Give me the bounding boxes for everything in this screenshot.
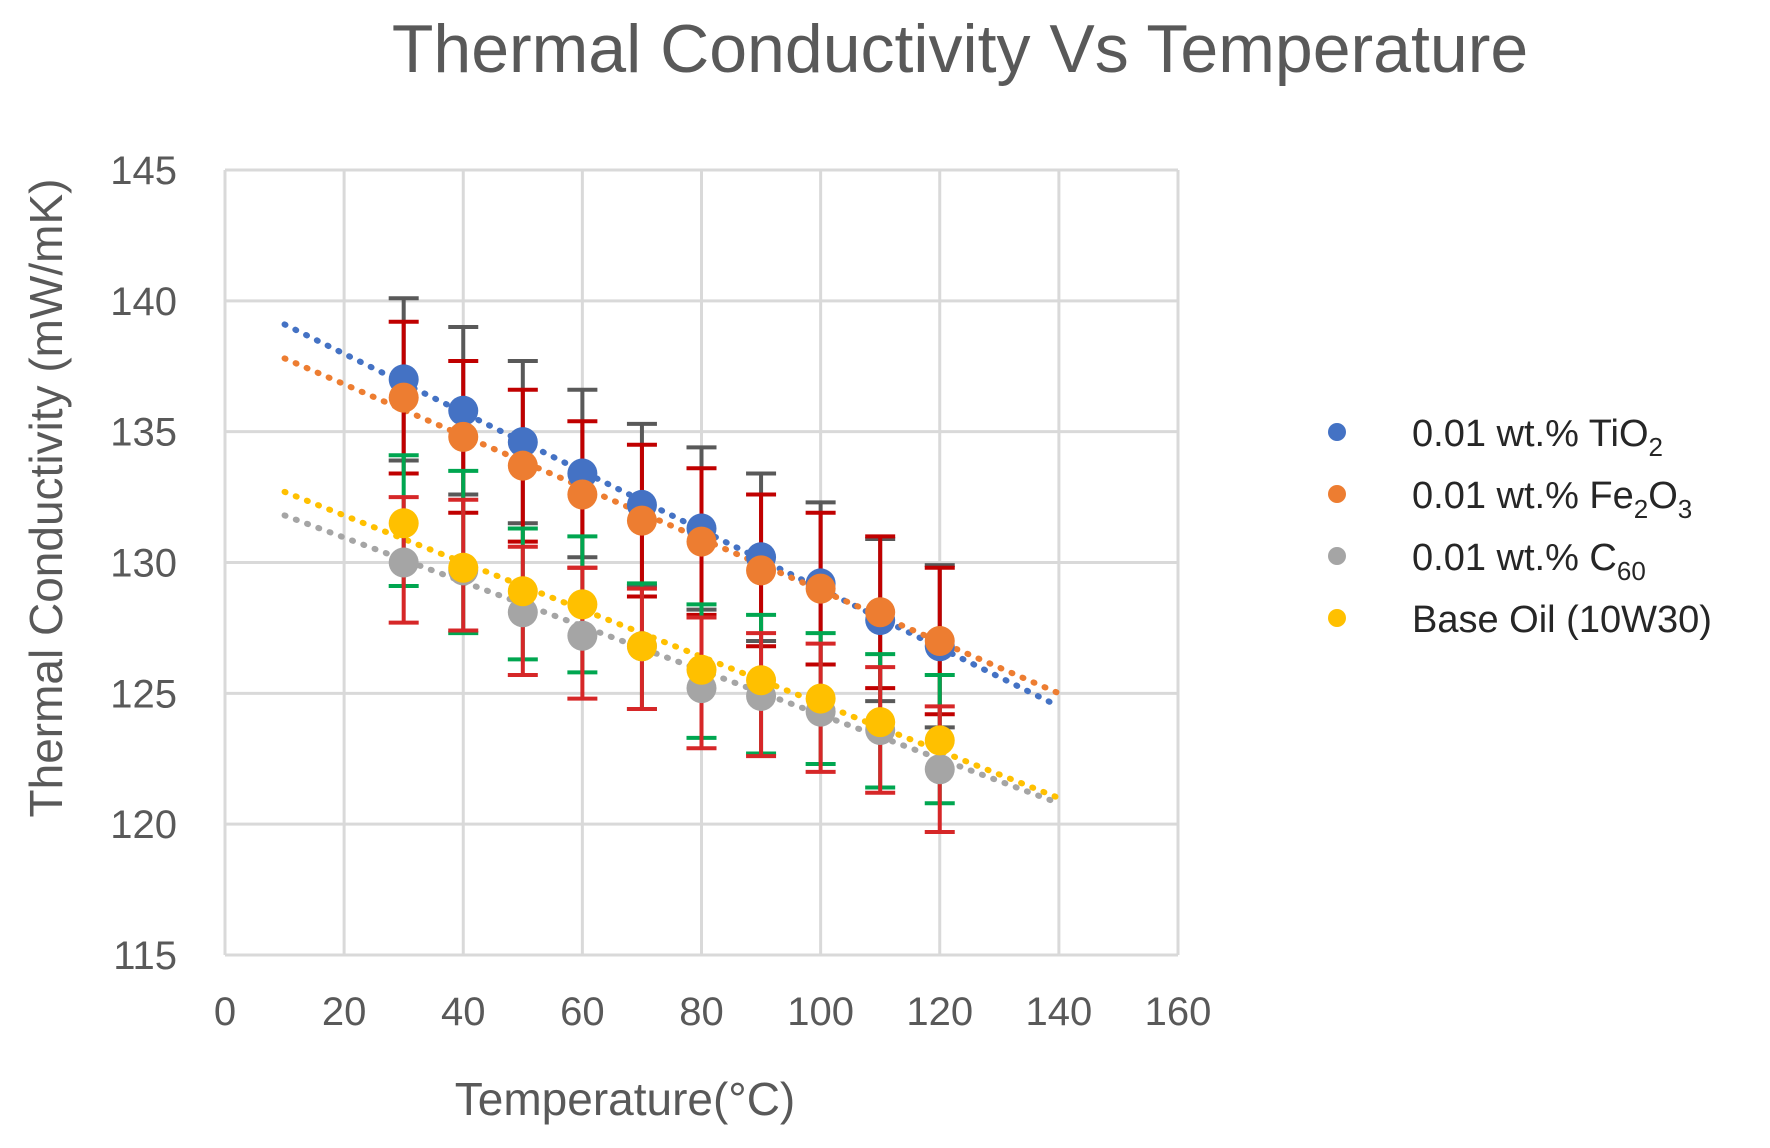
data-point: [865, 597, 896, 628]
data-point: [805, 573, 836, 604]
x-tick-label: 100: [787, 990, 854, 1034]
data-point: [567, 589, 598, 620]
data-point: [746, 555, 777, 586]
legend: 0.01 wt.% TiO2 0.01 wt.% Fe2O3 0.01 wt.% C…: [1328, 413, 1712, 641]
legend-label: Base Oil (10W30): [1412, 599, 1712, 641]
y-tick-label: 125: [110, 672, 177, 716]
data-point: [924, 725, 955, 756]
legend-label: 0.01 wt.% Fe2O3: [1412, 475, 1692, 524]
data-point: [507, 427, 538, 458]
data-point: [924, 754, 955, 785]
legend-marker: [1328, 609, 1346, 627]
y-tick-label: 135: [110, 411, 177, 455]
x-tick-label: 20: [322, 990, 367, 1034]
data-point: [924, 626, 955, 656]
data-point: [507, 450, 538, 481]
y-tick-label: 140: [110, 280, 177, 324]
legend-label: 0.01 wt.% TiO2: [1412, 413, 1663, 462]
data-point: [567, 479, 598, 510]
data-point: [388, 382, 419, 413]
y-axis-title: Thermal Conductivity (mW/mK): [20, 179, 72, 818]
data-points: [388, 364, 955, 785]
y-tick-label: 145: [110, 149, 177, 193]
x-tick-label: 40: [441, 990, 486, 1034]
data-point: [686, 654, 717, 685]
legend-label: 0.01 wt.% C60: [1412, 537, 1646, 586]
data-point: [567, 620, 598, 651]
data-point: [448, 552, 479, 583]
chart-title: Thermal Conductivity Vs Temperature: [392, 11, 1528, 87]
y-tick-label: 115: [113, 934, 177, 978]
y-tick-label: 130: [110, 542, 177, 586]
x-axis-title: Temperature(°C): [455, 1073, 796, 1125]
trendline: [281, 355, 1062, 697]
legend-marker: [1328, 547, 1346, 565]
data-point: [686, 526, 717, 557]
data-point: [865, 707, 896, 738]
data-point: [626, 631, 657, 662]
x-tick-label: 120: [906, 990, 973, 1034]
axis-ticks: 0 20 40 60 80 100 120 140 160 115 120 125 130 135 140 1…: [110, 149, 1211, 1034]
data-point: [448, 421, 479, 452]
data-point: [507, 576, 538, 607]
data-point: [507, 597, 538, 628]
x-tick-label: 140: [1026, 990, 1093, 1034]
x-tick-label: 160: [1145, 990, 1212, 1034]
x-tick-label: 0: [214, 990, 236, 1034]
x-tick-label: 60: [560, 990, 605, 1034]
data-point: [388, 547, 419, 578]
data-point: [388, 508, 419, 539]
legend-marker: [1328, 485, 1346, 503]
x-tick-label: 80: [679, 990, 724, 1034]
legend-marker: [1328, 423, 1346, 441]
data-point: [567, 458, 598, 489]
data-point: [805, 683, 836, 714]
y-tick-label: 120: [110, 803, 177, 847]
data-point: [448, 395, 479, 426]
data-point: [746, 665, 777, 696]
data-point: [626, 505, 657, 536]
